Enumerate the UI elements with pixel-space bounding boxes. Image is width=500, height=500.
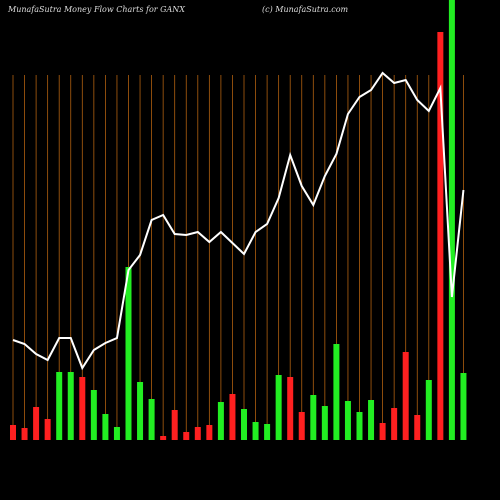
bar — [241, 409, 247, 440]
price-line — [12, 71, 465, 371]
bar — [56, 372, 63, 440]
bar — [252, 422, 259, 440]
bar — [194, 427, 201, 440]
bar — [160, 436, 167, 440]
bar — [113, 427, 120, 440]
bar — [287, 377, 294, 440]
bar — [90, 390, 97, 440]
bar — [171, 410, 178, 440]
bar — [437, 32, 444, 440]
bar — [425, 380, 432, 440]
bar — [379, 423, 386, 440]
bar — [414, 415, 421, 440]
bar — [344, 401, 351, 440]
bar — [402, 352, 409, 440]
bar — [368, 400, 375, 440]
bar — [44, 419, 51, 440]
bar — [460, 373, 467, 440]
bar — [137, 382, 144, 440]
bar — [206, 425, 213, 440]
bar — [321, 406, 328, 440]
bar — [217, 402, 224, 440]
bar — [102, 414, 109, 440]
bar — [148, 399, 155, 440]
chart-title: MunafaSutra Money Flow Charts for GANX — [7, 5, 185, 14]
bar — [79, 377, 86, 440]
credit: (c) MunafaSutra.com — [262, 5, 349, 14]
bar — [67, 372, 74, 440]
bar — [333, 344, 340, 440]
bar — [391, 408, 398, 440]
bar — [310, 395, 317, 440]
bar — [21, 428, 28, 440]
bar — [298, 412, 305, 440]
bar — [229, 394, 236, 440]
bar — [356, 412, 363, 440]
bar — [183, 432, 190, 440]
bar — [275, 375, 282, 440]
bar — [125, 267, 132, 440]
bar — [33, 407, 40, 440]
bar — [10, 425, 16, 440]
bar — [448, 0, 455, 440]
bar — [264, 424, 271, 440]
